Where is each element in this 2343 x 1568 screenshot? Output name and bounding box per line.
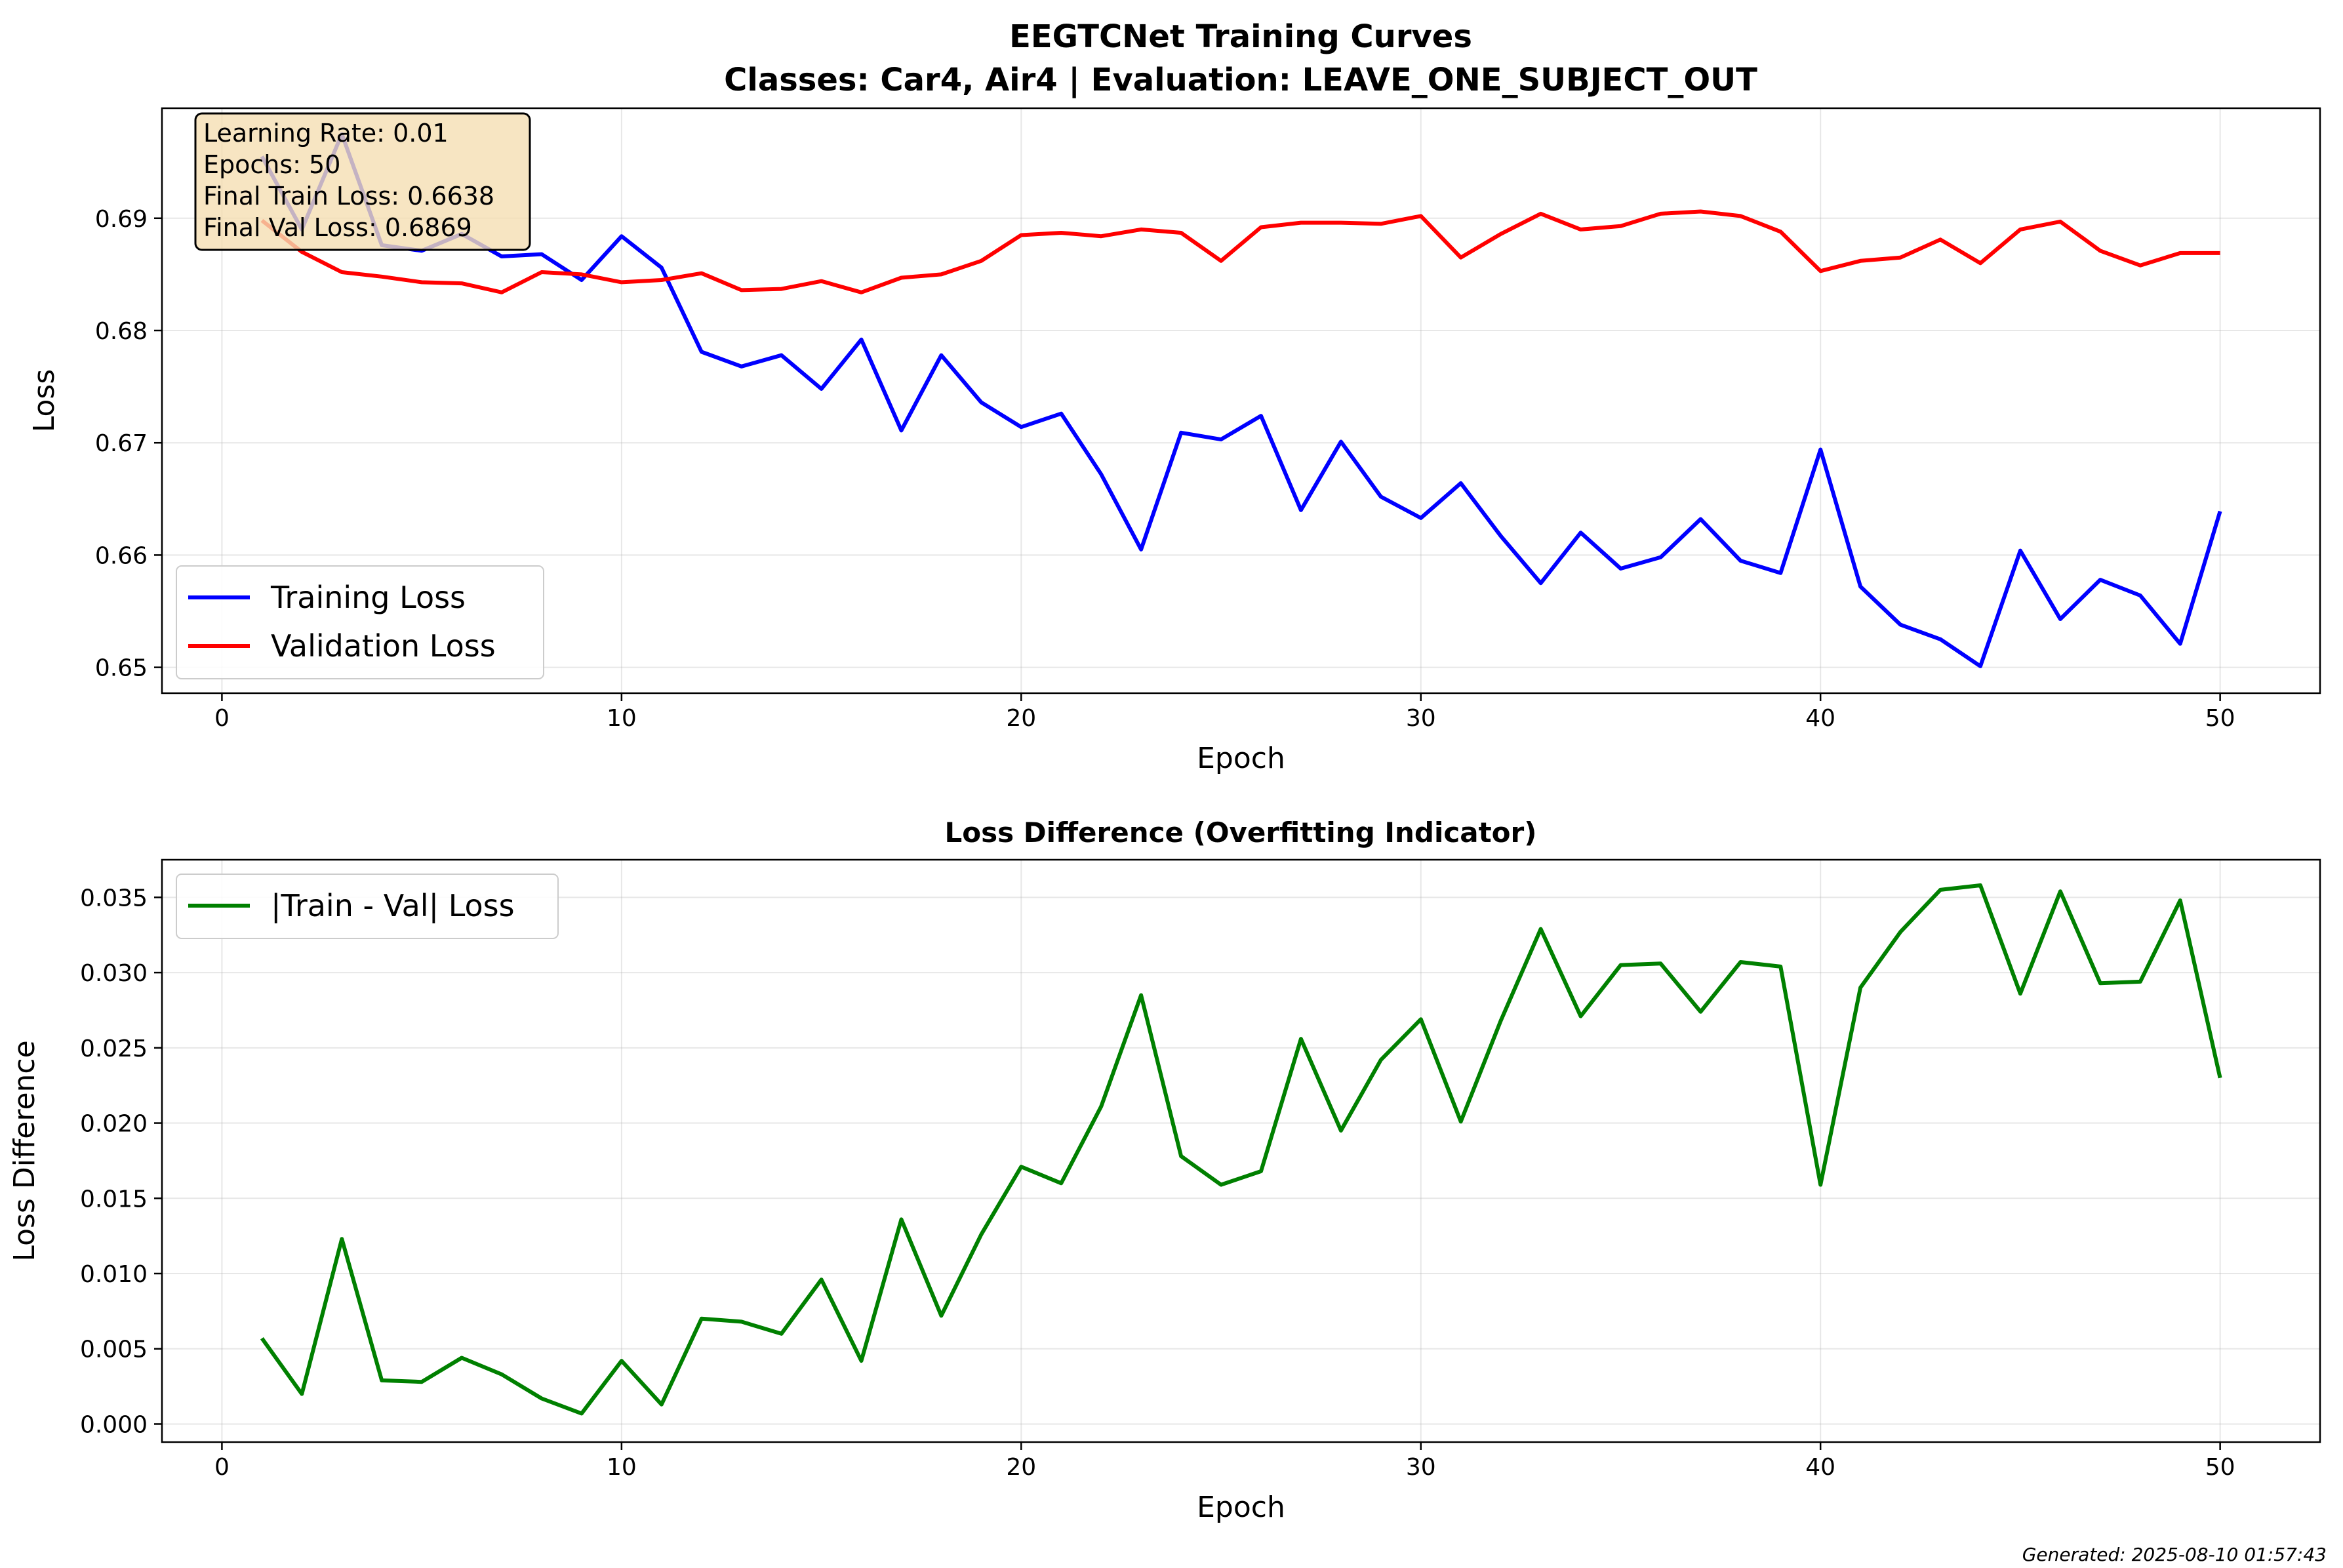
loss-plot: 0 10 20 30 40 50 0.65 0.66 0.67 0.68 0.69 Epoch Loss… [28,107,2321,775]
info-line: Learning Rate: 0.01 [203,119,449,148]
info-line: Final Val Loss: 0.6869 [203,213,472,242]
x-tick-label: 30 [1406,1454,1436,1481]
info-box [194,112,531,251]
x-tick-label: 10 [607,705,637,732]
legend-box [176,874,559,939]
x-tick-label: 30 [1406,705,1436,732]
axes-frame [161,858,2321,1443]
y-tick-label: 0.000 [80,1411,148,1438]
x-tick-label: 10 [607,1454,637,1481]
generated-timestamp: Generated: 2025-08-10 01:57:43 [2022,1544,2327,1565]
info-line: Final Train Loss: 0.6638 [203,182,494,211]
y-tick-label: 0.66 [95,542,148,569]
axes-frame [161,107,2321,694]
y-tick-label: 0.005 [80,1337,148,1363]
x-tick-label: 50 [2205,1454,2235,1481]
x-axis-label: Epoch [1197,1491,1285,1524]
x-tick-label: 50 [2205,705,2235,732]
y-tick-label: 0.025 [80,1035,148,1062]
x-axis-label: Epoch [1197,742,1285,775]
y-tick-label: 0.015 [80,1186,148,1213]
x-tick-label: 40 [1805,705,1835,732]
y-axis-label: Loss Difference [8,1040,41,1261]
x-tick-label: 0 [214,1454,230,1481]
y-tick-label: 0.67 [95,430,148,457]
y-axis-label: Loss [28,369,61,433]
x-tick-label: 20 [1006,1454,1036,1481]
y-tick-label: 0.65 [95,655,148,682]
y-tick-label: 0.010 [80,1261,148,1288]
x-tick-label: 40 [1805,1454,1835,1481]
x-tick-label: 0 [214,705,230,732]
y-tick-label: 0.030 [80,960,148,987]
legend-label: Training Loss [270,580,466,615]
series-line-1 [260,209,2220,294]
series-line-0 [260,883,2222,1416]
loss-difference-plot: 0 10 20 30 40 50 0.000 0.005 0.010 0.015 0.020 0.02… [8,858,2321,1524]
y-tick-label: 0.035 [80,885,148,912]
series-line-0 [260,132,2222,668]
info-line: Epochs: 50 [203,150,340,179]
x-tick-label: 20 [1006,705,1036,732]
legend-label: Validation Loss [271,628,496,664]
y-tick-label: 0.69 [95,206,148,233]
subplot2-title: Loss Difference (Overfitting Indicator) [945,816,1537,849]
legend-label: |Train - Val| Loss [271,888,515,924]
y-tick-label: 0.68 [95,318,148,345]
figure-subtitle: Classes: Car4, Air4 | Evaluation: LEAVE_… [724,62,1757,98]
figure-title: EEGTCNet Training Curves [1009,18,1472,55]
y-tick-label: 0.020 [80,1111,148,1138]
legend-box [176,565,544,679]
